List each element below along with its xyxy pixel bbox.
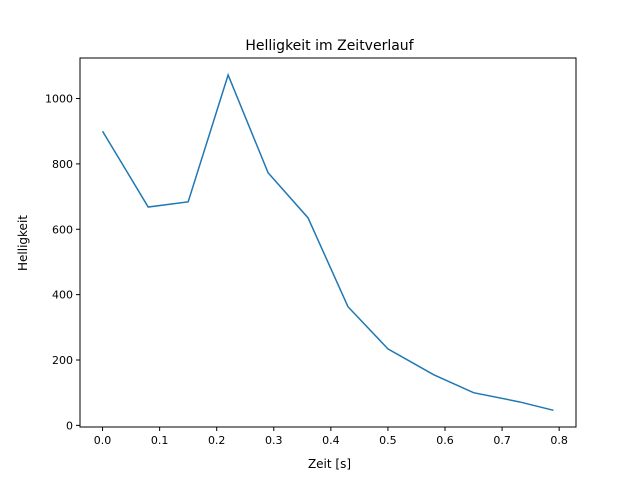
x-tick-label: 0.5 bbox=[379, 434, 397, 447]
y-tick-label: 1000 bbox=[45, 93, 73, 106]
y-axis-label: Helligkeit bbox=[16, 215, 30, 271]
x-tick-label: 0.3 bbox=[265, 434, 283, 447]
x-tick-label: 0.6 bbox=[436, 434, 454, 447]
y-tick-label: 0 bbox=[66, 419, 73, 432]
y-tick-label: 400 bbox=[52, 289, 73, 302]
x-tick-label: 0.0 bbox=[94, 434, 112, 447]
plot-area-frame bbox=[79, 57, 577, 428]
y-tick-label: 800 bbox=[52, 158, 73, 171]
y-tick-label: 600 bbox=[52, 223, 73, 236]
x-tick-label: 0.1 bbox=[151, 434, 169, 447]
x-axis-label: Zeit [s] bbox=[308, 457, 351, 471]
x-tick-label: 0.4 bbox=[322, 434, 340, 447]
x-tick-label: 0.7 bbox=[493, 434, 511, 447]
x-tick-label: 0.2 bbox=[208, 434, 226, 447]
chart-title: Helligkeit im Zeitverlauf bbox=[245, 38, 414, 54]
x-tick-label: 0.8 bbox=[550, 434, 568, 447]
series-line bbox=[101, 72, 554, 412]
y-tick-label: 200 bbox=[52, 354, 73, 367]
